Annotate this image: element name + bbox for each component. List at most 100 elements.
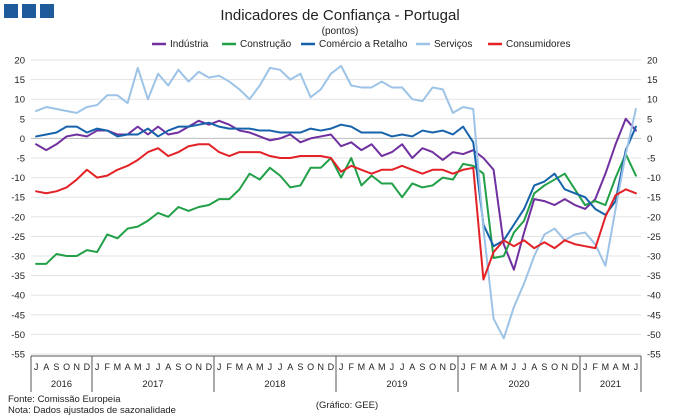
footer-note: Nota: Dados ajustados de sazonalidade: [8, 405, 176, 416]
y-tick-label-left: -25: [11, 232, 25, 243]
grid-lines: [31, 59, 641, 355]
month-label: A: [287, 362, 293, 372]
logo-squares: [4, 4, 54, 18]
series-line: [35, 64, 637, 340]
month-label: S: [175, 362, 181, 372]
month-label: J: [522, 362, 527, 372]
month-label: N: [562, 362, 569, 372]
y-tick-label-left: -35: [11, 271, 25, 282]
month-label: J: [95, 362, 100, 372]
month-label: A: [125, 362, 131, 372]
month-label: F: [227, 362, 233, 372]
year-label: 2020: [508, 379, 529, 390]
y-tick-label-left: -20: [11, 212, 25, 223]
footer-credit: (Gráfico: GEE): [316, 400, 378, 411]
y-tick-label-right: -30: [647, 252, 661, 263]
y-axis-labels: 20 20 15 15 10 10 5 5 0 0 -5 -5 -10 -10 -15 -15 -20 -20 -2…: [11, 56, 660, 361]
y-tick-label-right: -50: [647, 330, 661, 341]
y-tick-label-right: 0: [647, 134, 652, 145]
y-tick-label-left: 0: [20, 134, 25, 145]
month-label: M: [256, 362, 264, 372]
legend-label: Serviços: [434, 39, 472, 50]
y-tick-label-left: -30: [11, 252, 25, 263]
y-tick-label-right: -35: [647, 271, 661, 282]
y-tick-label-right: -20: [647, 212, 661, 223]
month-label: S: [297, 362, 303, 372]
y-tick-label-right: -40: [647, 291, 661, 302]
month-label: N: [74, 362, 81, 372]
y-tick-label-left: -15: [11, 193, 25, 204]
month-label: O: [185, 362, 192, 372]
month-label: M: [622, 362, 630, 372]
year-label: 2017: [142, 379, 163, 390]
y-tick-label-left: -5: [17, 154, 25, 165]
month-label: A: [369, 362, 375, 372]
year-label: 2021: [600, 379, 621, 390]
y-tick-label-right: 20: [647, 56, 658, 67]
month-label: M: [480, 362, 488, 372]
month-label: D: [206, 362, 213, 372]
y-tick-label-left: 20: [14, 56, 25, 67]
month-label: A: [247, 362, 253, 372]
y-tick-label-right: 15: [647, 75, 658, 86]
month-label: D: [450, 362, 457, 372]
year-label: 2018: [264, 379, 285, 390]
y-tick-label-right: 5: [647, 114, 652, 125]
y-tick-label-left: -40: [11, 291, 25, 302]
chart-title: Indicadores de Confiança - Portugal: [220, 7, 459, 24]
month-label: J: [583, 362, 588, 372]
month-label: J: [400, 362, 405, 372]
month-label: M: [602, 362, 610, 372]
month-label: J: [390, 362, 395, 372]
month-label: A: [409, 362, 415, 372]
month-label: A: [165, 362, 171, 372]
month-label: S: [541, 362, 547, 372]
month-label: F: [349, 362, 355, 372]
y-tick-label-left: -50: [11, 330, 25, 341]
month-label: D: [84, 362, 91, 372]
month-label: M: [358, 362, 366, 372]
series-line: [35, 117, 637, 271]
chart-subtitle: (pontos): [322, 26, 359, 37]
month-label: J: [156, 362, 161, 372]
month-label: A: [43, 362, 49, 372]
month-label: J: [512, 362, 517, 372]
month-label: D: [328, 362, 335, 372]
series-line: [35, 143, 637, 281]
month-label: J: [461, 362, 466, 372]
month-label: M: [236, 362, 244, 372]
legend-label: Comércio a Retalho: [319, 39, 408, 50]
month-label: A: [613, 362, 619, 372]
y-tick-label-right: -45: [647, 310, 661, 321]
footer-source: Fonte: Comissão Europeia: [8, 394, 121, 405]
month-label: A: [491, 362, 497, 372]
month-label: D: [572, 362, 579, 372]
y-tick-label-right: -25: [647, 232, 661, 243]
month-label: N: [196, 362, 203, 372]
series-lines: [35, 64, 637, 340]
y-tick-label-left: -55: [11, 350, 25, 361]
y-tick-label-left: 10: [14, 95, 25, 106]
month-label: A: [531, 362, 537, 372]
month-label: O: [63, 362, 70, 372]
y-tick-label-right: -55: [647, 350, 661, 361]
month-label: J: [268, 362, 273, 372]
month-label: M: [500, 362, 508, 372]
month-label: S: [53, 362, 59, 372]
y-tick-label-right: -15: [647, 193, 661, 204]
series-line: [35, 121, 637, 248]
month-label: O: [307, 362, 314, 372]
series-line: [35, 153, 637, 265]
legend-label: Construção: [240, 39, 292, 50]
month-label: M: [134, 362, 142, 372]
legend: Indústria Construção Comércio a Retalho Ser…: [152, 39, 570, 50]
month-label: M: [114, 362, 122, 372]
year-label: 2016: [51, 379, 72, 390]
month-label: O: [429, 362, 436, 372]
y-tick-label-right: -10: [647, 173, 661, 184]
month-label: M: [378, 362, 386, 372]
month-label: J: [34, 362, 39, 372]
legend-label: Consumidores: [506, 39, 570, 50]
